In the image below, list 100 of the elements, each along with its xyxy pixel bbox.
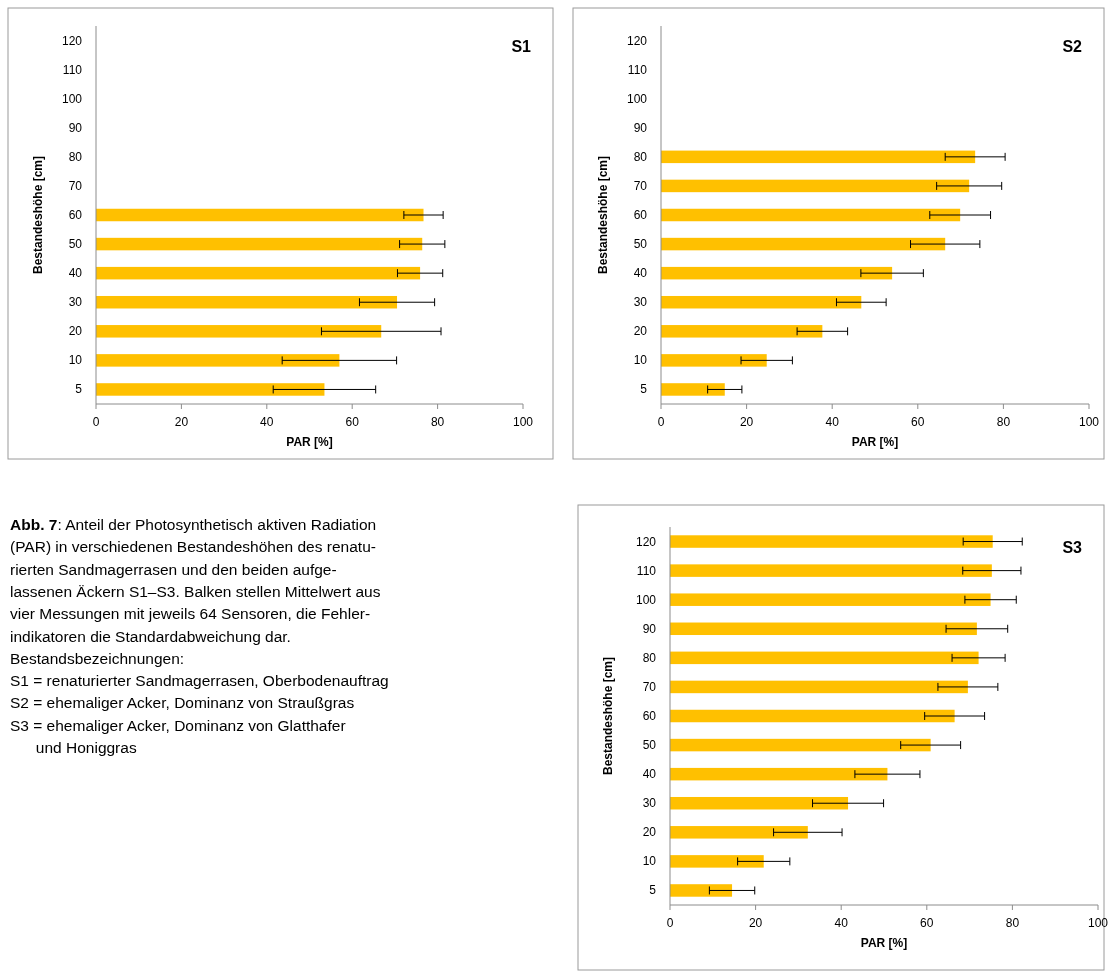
- bar: [670, 622, 977, 636]
- y-tick-label: 110: [636, 563, 657, 578]
- y-tick-label: 50: [642, 738, 657, 753]
- y-tick-label: 30: [642, 796, 657, 811]
- text: indikatoren die Standardabweichung dar.: [10, 627, 291, 645]
- y-tick-label: 20: [68, 324, 83, 339]
- x-axis-title: PAR [%]: [851, 435, 899, 449]
- y-tick-label: 40: [68, 266, 83, 281]
- bar: [670, 564, 992, 577]
- y-tick-label: 100: [626, 91, 648, 106]
- x-tick-label: 100: [1078, 415, 1100, 429]
- text: Abb. 7: [10, 516, 58, 533]
- y-tick-label: 10: [642, 854, 657, 869]
- text: lassenen Äckern S1–S3. Balken stellen Mittelwert aus: [10, 582, 381, 600]
- text: Bestandsbezeichnungen:: [10, 649, 185, 667]
- x-tick-label: 100: [512, 415, 534, 429]
- bar: [670, 826, 808, 839]
- bar: [661, 383, 725, 396]
- bar: [96, 295, 398, 309]
- bar: [670, 680, 968, 694]
- y-tick-label: 40: [642, 767, 657, 782]
- bar: [96, 325, 382, 338]
- x-tick-label: 20: [174, 415, 189, 429]
- x-tick-label: 20: [739, 415, 754, 429]
- bar: [661, 179, 970, 193]
- y-tick-label: 20: [633, 324, 648, 339]
- x-tick-label: 0: [657, 415, 665, 429]
- bar: [96, 266, 421, 280]
- bar: [661, 295, 862, 309]
- y-axis-title: Bestandeshöhe [cm]: [31, 155, 45, 275]
- bar: [661, 208, 961, 222]
- y-tick-label: 70: [633, 178, 648, 193]
- y-tick-label: 110: [627, 62, 648, 77]
- bar: [670, 884, 733, 897]
- y-tick-label: 50: [68, 237, 83, 252]
- y-tick-label: 80: [633, 149, 648, 164]
- y-tick-label: 120: [635, 534, 657, 549]
- bar: [670, 709, 955, 723]
- bar: [670, 855, 764, 868]
- text: S2 = ehemaliger Acker, Dominanz von Straußgras: [10, 694, 355, 712]
- text: vier Messungen mit jeweils 64 Sensoren, die Fehler-: [10, 605, 371, 623]
- x-tick-label: 0: [92, 415, 100, 429]
- y-tick-label: 60: [642, 709, 657, 723]
- y-tick-label: 100: [635, 592, 657, 607]
- bar: [661, 325, 823, 338]
- bar: [670, 796, 849, 810]
- bar: [661, 354, 767, 367]
- y-tick-label: 60: [633, 208, 648, 222]
- y-tick-label: 40: [633, 266, 648, 281]
- bar: [96, 208, 424, 222]
- y-tick-label: 20: [642, 825, 657, 840]
- bar: [661, 237, 946, 251]
- bar: [670, 593, 991, 606]
- x-tick-label: 40: [825, 415, 840, 429]
- bar: [670, 535, 993, 548]
- y-tick-label: 5: [75, 382, 83, 397]
- x-tick-label: 40: [260, 415, 274, 429]
- y-tick-label: 120: [61, 33, 83, 48]
- text: S2: [1062, 38, 1083, 55]
- text: S3 = ehemaliger Acker, Dominanz von Glatthafer: [10, 716, 346, 734]
- bar: [670, 651, 979, 665]
- y-tick-label: 110: [62, 62, 83, 77]
- x-tick-label: 60: [920, 916, 934, 930]
- x-axis-title: PAR [%]: [286, 435, 333, 449]
- y-tick-label: 120: [626, 33, 648, 48]
- bar: [96, 237, 423, 251]
- y-tick-label: 80: [68, 149, 83, 164]
- x-tick-label: 60: [911, 415, 925, 429]
- bar: [670, 767, 888, 781]
- text: S1: [511, 38, 532, 55]
- y-tick-label: 100: [61, 91, 83, 106]
- y-tick-label: 30: [633, 295, 648, 310]
- x-tick-label: 60: [345, 415, 360, 429]
- bar: [661, 150, 976, 164]
- x-tick-label: 80: [1005, 916, 1020, 930]
- y-axis-title: Bestandeshöhe [cm]: [601, 656, 615, 776]
- text: rierten Sandmagerrasen und den beiden aufge-: [10, 560, 337, 578]
- y-tick-label: 30: [68, 295, 83, 310]
- y-axis-title: Bestandeshöhe [cm]: [596, 155, 610, 275]
- x-tick-label: 100: [1087, 916, 1109, 930]
- x-tick-label: 0: [666, 916, 674, 930]
- x-tick-label: 80: [996, 415, 1011, 429]
- text: S1 = renaturierter Sandmagerrasen, Oberbodenauftrag: [10, 672, 389, 690]
- y-tick-label: 90: [68, 120, 83, 135]
- x-axis-title: PAR [%]: [860, 936, 908, 950]
- y-tick-label: 90: [642, 621, 657, 636]
- y-tick-label: 5: [640, 382, 648, 397]
- text: S3: [1062, 539, 1083, 556]
- x-tick-label: 80: [430, 415, 445, 429]
- y-tick-label: 10: [633, 353, 648, 368]
- y-tick-label: 70: [642, 679, 657, 694]
- bar: [661, 266, 893, 280]
- bar: [96, 354, 340, 367]
- y-tick-label: 50: [633, 237, 648, 252]
- y-tick-label: 80: [642, 650, 657, 665]
- y-tick-label: 10: [68, 353, 83, 368]
- x-tick-label: 40: [834, 916, 849, 930]
- text: : Anteil der Photosynthetisch aktiven Radiation: [57, 516, 377, 533]
- x-tick-label: 20: [748, 916, 763, 930]
- y-tick-label: 60: [68, 208, 83, 222]
